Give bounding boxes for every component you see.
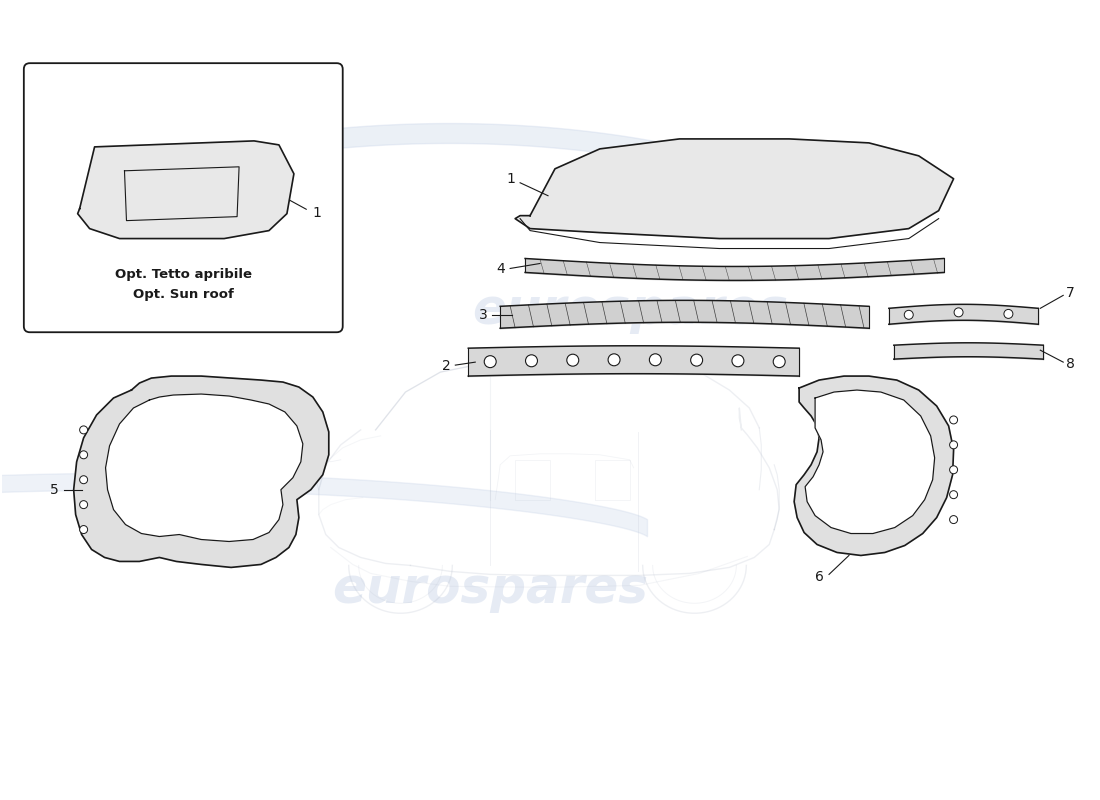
Circle shape (949, 490, 958, 498)
Circle shape (526, 355, 538, 366)
Circle shape (949, 515, 958, 523)
Circle shape (79, 426, 88, 434)
Text: 8: 8 (1066, 357, 1075, 371)
Circle shape (566, 354, 579, 366)
Text: 1: 1 (506, 172, 515, 186)
Text: Opt. Sun roof: Opt. Sun roof (133, 288, 233, 301)
Circle shape (773, 356, 785, 368)
Text: 7: 7 (1066, 286, 1075, 300)
Text: 1: 1 (312, 206, 321, 220)
FancyBboxPatch shape (24, 63, 343, 332)
Circle shape (608, 354, 620, 366)
Polygon shape (794, 376, 954, 555)
Text: 6: 6 (815, 570, 824, 584)
Text: 2: 2 (441, 359, 450, 373)
Circle shape (949, 441, 958, 449)
Text: eurospares: eurospares (332, 566, 648, 614)
Polygon shape (78, 141, 294, 238)
Polygon shape (805, 390, 935, 534)
Circle shape (79, 526, 88, 534)
Circle shape (904, 310, 913, 319)
Polygon shape (515, 139, 954, 238)
Polygon shape (106, 394, 303, 542)
Circle shape (949, 466, 958, 474)
Circle shape (691, 354, 703, 366)
Polygon shape (74, 376, 329, 567)
Circle shape (1004, 310, 1013, 318)
Text: 4: 4 (496, 262, 505, 277)
Circle shape (732, 355, 744, 366)
Circle shape (649, 354, 661, 366)
Circle shape (79, 501, 88, 509)
Circle shape (954, 308, 964, 317)
Text: eurospares: eurospares (472, 286, 788, 334)
Circle shape (484, 356, 496, 368)
Circle shape (79, 451, 88, 458)
Text: 5: 5 (50, 482, 58, 497)
Circle shape (949, 416, 958, 424)
Text: 3: 3 (478, 308, 487, 322)
Text: Opt. Tetto apribile: Opt. Tetto apribile (114, 268, 252, 281)
Circle shape (79, 476, 88, 484)
Text: eurospares: eurospares (97, 234, 255, 258)
